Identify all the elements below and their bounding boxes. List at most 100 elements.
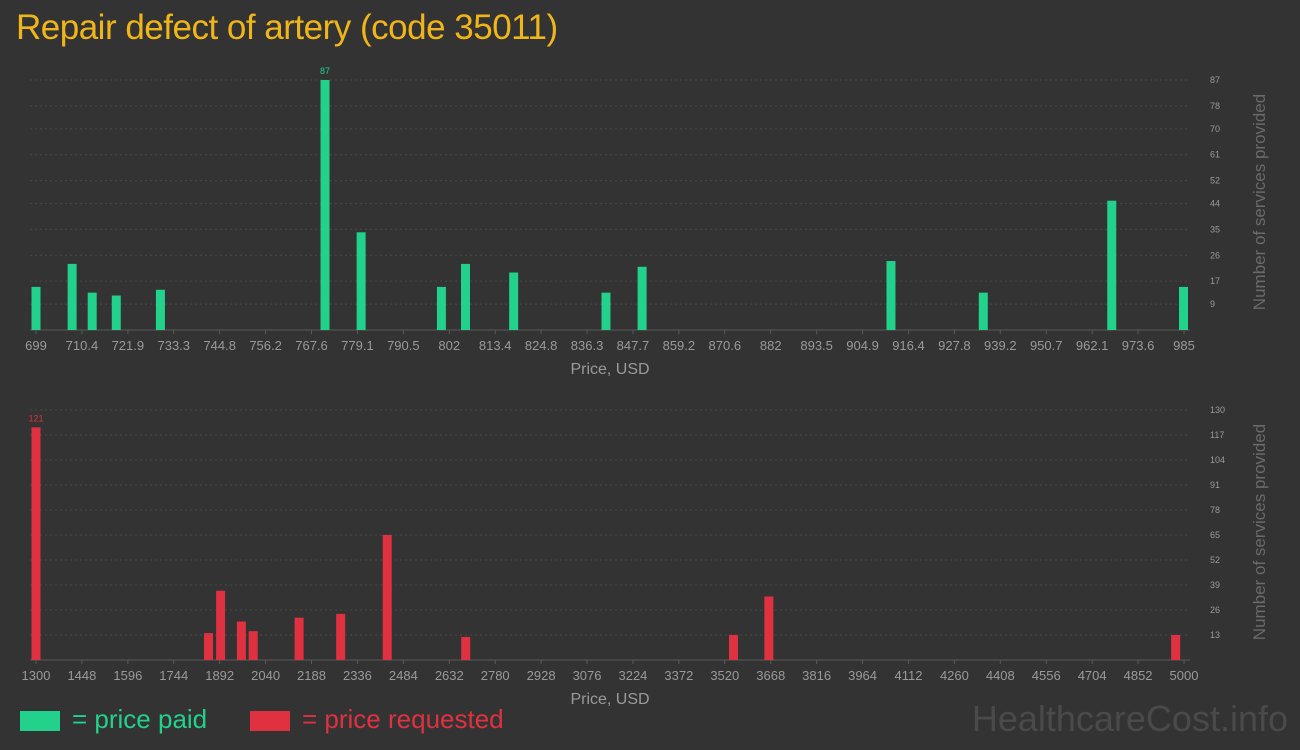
- chart1-x-tick-label: 893.5: [800, 338, 833, 353]
- chart1-bar: [978, 292, 988, 330]
- chart2-bar: [248, 631, 258, 660]
- chart2-x-tick-label: 2928: [527, 668, 556, 683]
- chart2-bar: [461, 636, 471, 660]
- chart1-bar: [1179, 286, 1188, 330]
- chart1-y-axis-title: Number of services provided: [1250, 94, 1269, 310]
- chart1-bar: [155, 289, 165, 330]
- chart1-bar: [111, 295, 121, 330]
- chart1-bar: [601, 292, 611, 330]
- chart1-y-tick-label: 26: [1210, 250, 1220, 260]
- chart1-bar: [460, 263, 470, 330]
- chart2-x-tick-label: 2188: [297, 668, 326, 683]
- chart2-max-label: 121: [28, 413, 43, 423]
- chart2-x-tick-label: 4852: [1124, 668, 1153, 683]
- chart1-x-tick-label: 733.3: [157, 338, 190, 353]
- chart2-y-tick-label: 130: [1210, 405, 1225, 415]
- chart2-x-tick-label: 3076: [573, 668, 602, 683]
- chart2-x-tick-label: 2040: [251, 668, 280, 683]
- chart1-y-tick-label: 17: [1210, 276, 1220, 286]
- chart2-x-tick-label: 4556: [1032, 668, 1061, 683]
- chart1-x-tick-label: 870.6: [709, 338, 742, 353]
- chart2-x-tick-label: 3964: [848, 668, 877, 683]
- chart2-bar: [728, 635, 738, 660]
- chart2-x-tick-label: 3668: [756, 668, 785, 683]
- chart1-x-tick-label: 721.9: [112, 338, 145, 353]
- chart1-x-tick-label: 962.1: [1076, 338, 1109, 353]
- chart1-y-tick-label: 61: [1210, 150, 1220, 160]
- chart1-x-tick-label: 756.2: [249, 338, 282, 353]
- chart2-x-axis-title: Price, USD: [570, 691, 649, 708]
- chart1-x-tick-label: 973.6: [1122, 338, 1155, 353]
- chart2-y-tick-label: 117: [1210, 430, 1224, 440]
- chart2-y-tick-label: 104: [1210, 455, 1225, 465]
- chart2-x-tick-label: 1596: [113, 668, 142, 683]
- chart1-x-tick-label: 836.3: [571, 338, 604, 353]
- chart1-x-tick-label: 916.4: [892, 338, 925, 353]
- chart1-y-tick-label: 78: [1210, 101, 1220, 111]
- chart1-y-tick-label: 70: [1210, 124, 1220, 134]
- chart1-bar: [31, 286, 41, 330]
- chart1-x-tick-label: 950.7: [1030, 338, 1063, 353]
- chart1-bar: [67, 263, 77, 330]
- legend-requested-label: = price requested: [302, 704, 504, 734]
- chart-title: Repair defect of artery (code 35011): [16, 8, 558, 47]
- chart1-y-tick-label: 9: [1210, 299, 1215, 309]
- chart1-x-tick-label: 985: [1173, 338, 1195, 353]
- chart2-bar: [236, 621, 246, 660]
- chart2-x-tick-label: 2484: [389, 668, 418, 683]
- chart2-x-tick-label: 3816: [802, 668, 831, 683]
- chart1-x-tick-label: 744.8: [203, 338, 236, 353]
- chart2-bar: [294, 617, 304, 660]
- chart2-x-tick-label: 2780: [481, 668, 510, 683]
- chart2-y-axis-title: Number of services provided: [1250, 424, 1269, 640]
- chart1-bar: [637, 266, 647, 330]
- chart2-y-tick-label: 78: [1210, 505, 1220, 515]
- legend-paid-label: = price paid: [72, 704, 208, 734]
- chart2-x-tick-label: 3520: [710, 668, 739, 683]
- chart1-bar: [436, 286, 446, 330]
- chart2-x-tick-label: 1744: [159, 668, 188, 683]
- chart2-x-tick-label: 1892: [205, 668, 234, 683]
- chart2-x-tick-label: 3372: [664, 668, 693, 683]
- chart2-bar: [216, 590, 226, 660]
- chart2-bar: [1171, 635, 1181, 660]
- chart2-bar: [764, 596, 774, 660]
- chart1-x-tick-label: 767.6: [295, 338, 328, 353]
- chart1-x-tick-label: 710.4: [66, 338, 99, 353]
- chart1-max-label: 87: [320, 66, 330, 76]
- chart1-bar: [1107, 200, 1117, 330]
- legend-requested-swatch: [250, 711, 290, 731]
- chart2-x-tick-label: 4260: [940, 668, 969, 683]
- chart1-bar: [320, 80, 330, 330]
- chart1-x-tick-label: 904.9: [846, 338, 879, 353]
- chart2-x-tick-label: 5000: [1170, 668, 1199, 683]
- chart1-y-tick-label: 87: [1210, 75, 1220, 85]
- chart2-bar: [204, 633, 214, 660]
- chart1-x-tick-label: 847.7: [617, 338, 650, 353]
- chart1-x-tick-label: 802: [438, 338, 460, 353]
- chart1-bar: [886, 261, 896, 330]
- chart2-y-tick-label: 91: [1210, 480, 1220, 490]
- chart2-bar: [336, 613, 346, 660]
- chart2-y-tick-label: 39: [1210, 580, 1220, 590]
- chart1-bar: [356, 232, 366, 330]
- chart2-y-tick-label: 52: [1210, 555, 1220, 565]
- chart2-x-tick-label: 4112: [894, 668, 922, 683]
- chart1-y-tick-label: 44: [1210, 199, 1220, 209]
- watermark: HealthcareCost.info: [971, 698, 1288, 739]
- chart1-x-tick-label: 813.4: [479, 338, 512, 353]
- chart1-y-tick-label: 52: [1210, 176, 1220, 186]
- chart1-x-tick-label: 779.1: [341, 338, 374, 353]
- chart1-x-tick-label: 824.8: [525, 338, 558, 353]
- chart1-bar: [87, 292, 97, 330]
- chart2-y-tick-label: 26: [1210, 605, 1220, 615]
- chart2-x-tick-label: 3224: [618, 668, 647, 683]
- chart1-x-tick-label: 927.8: [938, 338, 971, 353]
- chart2-bar: [382, 535, 392, 660]
- chart1-x-axis-title: Price, USD: [570, 361, 649, 378]
- chart1-y-tick-label: 35: [1210, 224, 1220, 234]
- chart1-x-tick-label: 939.2: [984, 338, 1017, 353]
- chart2-bar: [31, 427, 41, 660]
- legend-paid-swatch: [20, 711, 60, 731]
